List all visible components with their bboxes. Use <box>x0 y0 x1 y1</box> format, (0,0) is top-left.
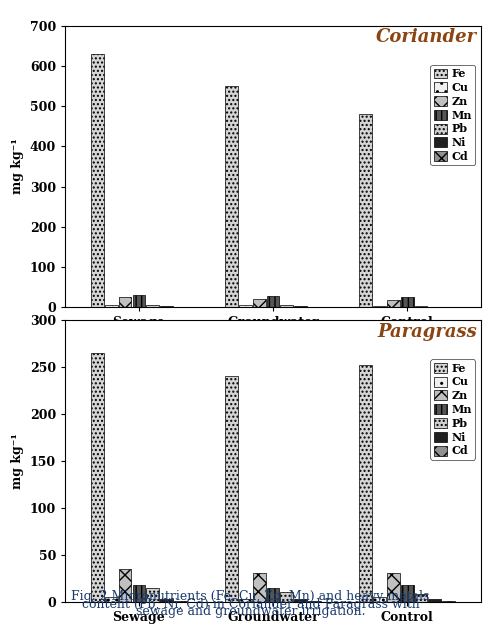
Bar <box>415 306 427 307</box>
Bar <box>225 86 238 307</box>
Text: sewage and groundwater irrigation.: sewage and groundwater irrigation. <box>136 605 365 618</box>
Bar <box>225 376 238 602</box>
Bar <box>146 305 159 307</box>
Bar <box>160 599 173 602</box>
Text: Coriander: Coriander <box>376 28 477 47</box>
Bar <box>428 599 441 602</box>
Bar <box>174 601 187 602</box>
Legend: Fe, Cu, Zn, Mn, Pb, Ni, Cd: Fe, Cu, Zn, Mn, Pb, Ni, Cd <box>430 65 475 165</box>
Bar <box>105 597 118 602</box>
Text: Fig. 2 Micronutrients (Fe, Cu, Zn, Mn) and heavy metals: Fig. 2 Micronutrients (Fe, Cu, Zn, Mn) a… <box>71 590 430 603</box>
Bar <box>239 305 252 307</box>
Bar <box>133 585 145 602</box>
Legend: Fe, Cu, Zn, Mn, Pb, Ni, Cd: Fe, Cu, Zn, Mn, Pb, Ni, Cd <box>430 359 475 460</box>
Bar <box>253 299 266 307</box>
Bar <box>387 573 400 602</box>
Bar <box>119 569 131 602</box>
Bar <box>91 353 104 602</box>
Bar <box>373 597 386 602</box>
Bar <box>281 592 293 602</box>
Y-axis label: mg kg⁻¹: mg kg⁻¹ <box>12 138 24 195</box>
Bar <box>442 601 455 602</box>
Bar <box>133 295 145 307</box>
Bar <box>401 297 413 307</box>
Y-axis label: mg kg⁻¹: mg kg⁻¹ <box>12 433 24 489</box>
Bar <box>253 573 266 602</box>
Bar <box>359 365 372 602</box>
Text: content (Pb, Ni, Cd) in Coriander and Paragrass with: content (Pb, Ni, Cd) in Coriander and Pa… <box>82 598 419 611</box>
Bar <box>373 306 386 307</box>
Bar <box>415 594 427 602</box>
Text: Paragrass: Paragrass <box>377 323 477 341</box>
Bar <box>267 588 280 602</box>
Bar <box>294 599 307 602</box>
Bar <box>359 114 372 307</box>
Bar <box>308 601 321 602</box>
Bar <box>119 297 131 307</box>
Bar <box>281 305 293 307</box>
Bar <box>105 305 118 307</box>
Bar <box>239 599 252 602</box>
Bar <box>146 588 159 602</box>
Bar <box>91 54 104 307</box>
Bar <box>401 585 413 602</box>
Bar <box>387 300 400 307</box>
Bar <box>267 296 280 307</box>
